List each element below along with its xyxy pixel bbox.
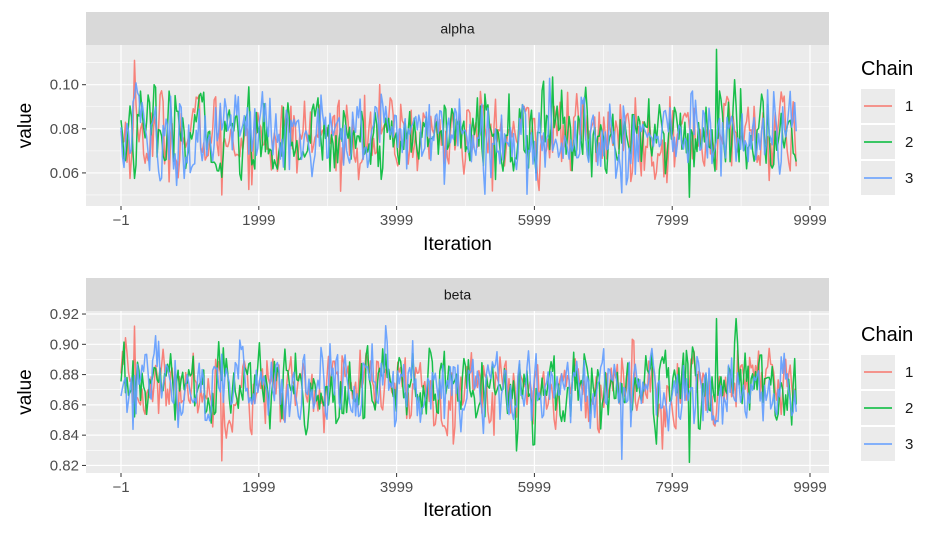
y-tick-label: 0.10: [50, 77, 79, 94]
x-tick-label: 5999: [518, 479, 551, 496]
y-tick-label: 0.86: [50, 397, 79, 414]
strip-title: beta: [444, 287, 471, 303]
panel-beta: beta 0.82 0.84 0.86 0.88 0.90 0.92 −1 1999 3999 59…: [15, 278, 913, 521]
legend-title: Chain: [861, 324, 913, 346]
y-axis-title: value: [15, 369, 36, 414]
x-tick-label: 5999: [518, 212, 551, 229]
legend: Chain 1 2 3: [861, 324, 913, 461]
strip-background: [86, 12, 829, 45]
legend: Chain 1 2 3: [861, 58, 913, 195]
y-tick-label: 0.84: [50, 427, 79, 444]
y-tick-label: 0.82: [50, 457, 79, 474]
y-tick-label: 0.92: [50, 306, 79, 323]
x-tick-label: 1999: [242, 212, 275, 229]
legend-label: 3: [905, 170, 913, 187]
x-tick-label: 3999: [380, 479, 413, 496]
x-tick-label: 9999: [793, 212, 826, 229]
x-tick-label: 9999: [793, 479, 826, 496]
strip-title: alpha: [440, 21, 474, 37]
x-tick-label: 7999: [656, 212, 689, 229]
x-axis-title: Iteration: [423, 234, 492, 255]
x-tick-label: 7999: [656, 479, 689, 496]
y-tick-label: 0.06: [50, 165, 79, 182]
panel-alpha: alpha 0.06 0.08 0.10 −1 1999 3999 5999 7999 9999 I…: [15, 12, 913, 255]
legend-title: Chain: [861, 58, 913, 80]
strip-background: [86, 278, 829, 311]
x-tick-label: −1: [112, 212, 129, 229]
y-tick-label: 0.90: [50, 336, 79, 353]
x-axis-title: Iteration: [423, 500, 492, 521]
legend-label: 3: [905, 436, 913, 453]
trace-chain-3: [120, 324, 797, 461]
y-axis-title: value: [15, 103, 36, 148]
legend-label: 2: [905, 134, 913, 151]
x-tick-label: 3999: [380, 212, 413, 229]
legend-label: 1: [905, 364, 913, 381]
x-tick-label: 1999: [242, 479, 275, 496]
x-tick-label: −1: [112, 479, 129, 496]
trace-chain-3: [120, 77, 797, 195]
legend-label: 1: [905, 98, 913, 115]
y-tick-label: 0.88: [50, 367, 79, 384]
legend-label: 2: [905, 400, 913, 417]
y-tick-label: 0.08: [50, 121, 79, 138]
